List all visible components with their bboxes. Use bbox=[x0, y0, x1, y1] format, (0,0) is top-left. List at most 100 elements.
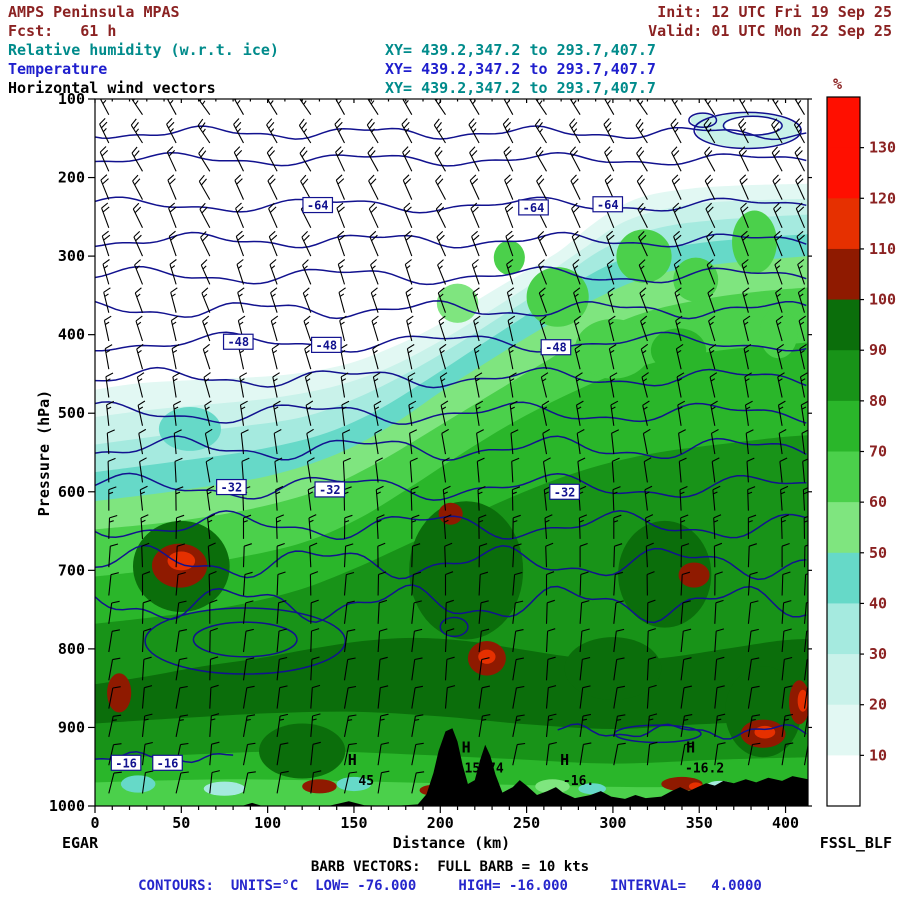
wind-barb bbox=[545, 741, 557, 766]
high-marker-value: -16. bbox=[563, 774, 594, 789]
wind-barb bbox=[747, 685, 760, 709]
wind-barb bbox=[747, 571, 758, 596]
wind-barb bbox=[298, 118, 312, 144]
x-tick-label: 0 bbox=[90, 814, 99, 832]
wind-barb bbox=[744, 372, 752, 398]
wind-barb bbox=[538, 287, 548, 313]
wind-barb bbox=[512, 742, 526, 766]
wind-barb bbox=[638, 259, 648, 285]
wind-barb bbox=[342, 457, 351, 483]
wind-barb bbox=[375, 485, 384, 511]
colorbar-tick-label: 110 bbox=[869, 240, 896, 258]
wind-barb bbox=[545, 685, 557, 709]
high-marker: H bbox=[560, 751, 569, 769]
colorbar-tick-label: 20 bbox=[869, 696, 887, 714]
y-tick-label: 600 bbox=[58, 483, 85, 501]
wind-barb bbox=[680, 571, 691, 596]
wind-barb bbox=[108, 686, 121, 709]
wind-barb bbox=[579, 628, 590, 653]
high-marker: H bbox=[348, 751, 357, 769]
temp-label: -48 bbox=[545, 341, 567, 355]
wind-barb bbox=[335, 99, 345, 115]
wind-barb bbox=[367, 99, 379, 115]
init-time: Init: 12 UTC Fri 19 Sep 25 bbox=[657, 3, 892, 21]
temp-contour-line bbox=[95, 265, 807, 286]
x-tick-label: 150 bbox=[340, 814, 367, 832]
wind-barb bbox=[302, 287, 312, 313]
colorbar-tick-label: 120 bbox=[869, 189, 896, 207]
wind-barb bbox=[175, 486, 184, 511]
colorbar-segment bbox=[827, 552, 860, 604]
y-tick-label: 300 bbox=[58, 247, 85, 265]
rh-blob bbox=[158, 406, 222, 451]
wind-barb bbox=[714, 656, 725, 681]
wind-barb bbox=[703, 99, 716, 116]
wind-barb bbox=[775, 287, 783, 313]
wind-barb bbox=[268, 230, 278, 257]
wind-barb bbox=[646, 571, 655, 596]
axes-layer bbox=[88, 98, 812, 813]
wind-barb bbox=[613, 685, 626, 709]
wind-barb bbox=[538, 259, 548, 285]
wind-barb bbox=[646, 684, 657, 709]
wind-barb bbox=[472, 287, 480, 313]
wind-barb bbox=[343, 742, 357, 766]
wind-barb bbox=[469, 174, 480, 200]
wind-barb bbox=[439, 343, 447, 370]
rh-blob bbox=[107, 673, 132, 713]
field-rh-xy: XY= 439.2,347.2 to 293.7,407.7 bbox=[385, 41, 656, 59]
wind-barb bbox=[613, 657, 625, 681]
wind-barb bbox=[402, 174, 413, 200]
wind-barb bbox=[471, 230, 480, 257]
wind-barb bbox=[175, 714, 189, 738]
wind-barb bbox=[197, 99, 211, 116]
colorbar-segment bbox=[827, 299, 860, 351]
temp-contour-line bbox=[95, 544, 807, 581]
wind-barb bbox=[644, 485, 653, 511]
wind-barb bbox=[773, 202, 783, 229]
wind-barb bbox=[803, 544, 808, 568]
wind-barb bbox=[200, 259, 211, 285]
wind-barb bbox=[434, 99, 446, 116]
wind-barb bbox=[577, 457, 586, 483]
wind-barb bbox=[275, 485, 284, 511]
wind-barb bbox=[204, 400, 212, 426]
wind-barb-layer bbox=[99, 99, 808, 794]
wind-barb bbox=[141, 713, 153, 737]
wind-barb bbox=[166, 99, 177, 115]
wind-barb bbox=[713, 542, 723, 568]
wind-barb bbox=[197, 118, 211, 144]
wind-barb bbox=[511, 457, 520, 483]
wind-barb bbox=[738, 146, 749, 172]
wind-barb bbox=[642, 428, 651, 455]
wind-barb bbox=[569, 146, 581, 172]
rh-blob bbox=[725, 117, 781, 135]
wind-barb bbox=[471, 259, 480, 285]
wind-barb bbox=[512, 543, 522, 568]
temp-label-box bbox=[152, 754, 183, 771]
wind-barb bbox=[569, 99, 581, 115]
wind-barb bbox=[545, 542, 554, 568]
temp-contour-line bbox=[95, 510, 807, 540]
wind-barb bbox=[138, 428, 147, 455]
y-tick-label: 500 bbox=[58, 404, 85, 422]
wind-barb bbox=[276, 742, 289, 766]
wind-barb bbox=[242, 571, 253, 596]
wind-barb bbox=[276, 685, 288, 709]
temp-label: -16 bbox=[157, 756, 179, 770]
wind-barb bbox=[747, 514, 757, 539]
wind-barb bbox=[373, 400, 382, 426]
wind-barb bbox=[233, 118, 244, 144]
wind-barb bbox=[671, 146, 682, 172]
wind-barb bbox=[266, 118, 278, 144]
wind-barb bbox=[411, 657, 423, 681]
wind-barb bbox=[409, 429, 418, 455]
temp-contour-loop bbox=[439, 616, 469, 638]
field-temp-xy: XY= 439.2,347.2 to 293.7,407.7 bbox=[385, 60, 656, 78]
wind-barb bbox=[612, 486, 621, 511]
wind-barb bbox=[108, 714, 122, 738]
wind-barb bbox=[535, 99, 547, 116]
colorbar-segment bbox=[827, 400, 860, 452]
wind-barb bbox=[803, 687, 808, 709]
